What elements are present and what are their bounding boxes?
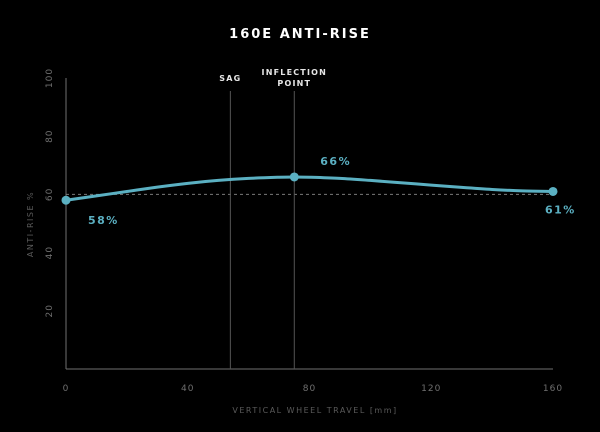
data-label-0: 58%: [88, 214, 119, 227]
data-point-2: [548, 186, 558, 196]
axes: [65, 78, 553, 370]
x-tick-labels: 0 40 80 120 160: [63, 384, 563, 394]
x-tick-80: 80: [303, 384, 316, 394]
marker-lines: SAG INFLECTION POINT: [219, 68, 328, 369]
data-labels: 58% 66% 61%: [88, 155, 576, 227]
x-tick-40: 40: [181, 384, 194, 394]
x-tick-120: 120: [421, 384, 441, 394]
marker-label-1-0: INFLECTION: [262, 68, 328, 77]
y-tick-20: 20: [45, 304, 55, 317]
y-axis-label: ANTI-RISE %: [26, 191, 35, 257]
series-line-anti-rise: [64, 175, 555, 202]
chart-title: 160E ANTI-RISE: [229, 27, 371, 42]
data-label-1: 66%: [320, 155, 351, 168]
marker-label-1-1: POINT: [277, 79, 311, 88]
y-tick-80: 80: [45, 129, 55, 142]
data-points: [61, 172, 558, 205]
y-tick-100: 100: [45, 68, 55, 88]
data-point-0: [61, 195, 71, 205]
x-axis-label: VERTICAL WHEEL TRAVEL [mm]: [232, 406, 397, 415]
data-label-2: 61%: [545, 203, 576, 216]
y-tick-40: 40: [45, 246, 55, 259]
marker-label-0-0: SAG: [219, 74, 241, 83]
y-tick-60: 60: [45, 188, 55, 201]
x-tick-160: 160: [543, 384, 563, 394]
x-tick-0: 0: [63, 384, 70, 394]
data-point-1: [289, 172, 299, 182]
y-tick-labels: 20 40 60 80 100: [45, 68, 55, 318]
